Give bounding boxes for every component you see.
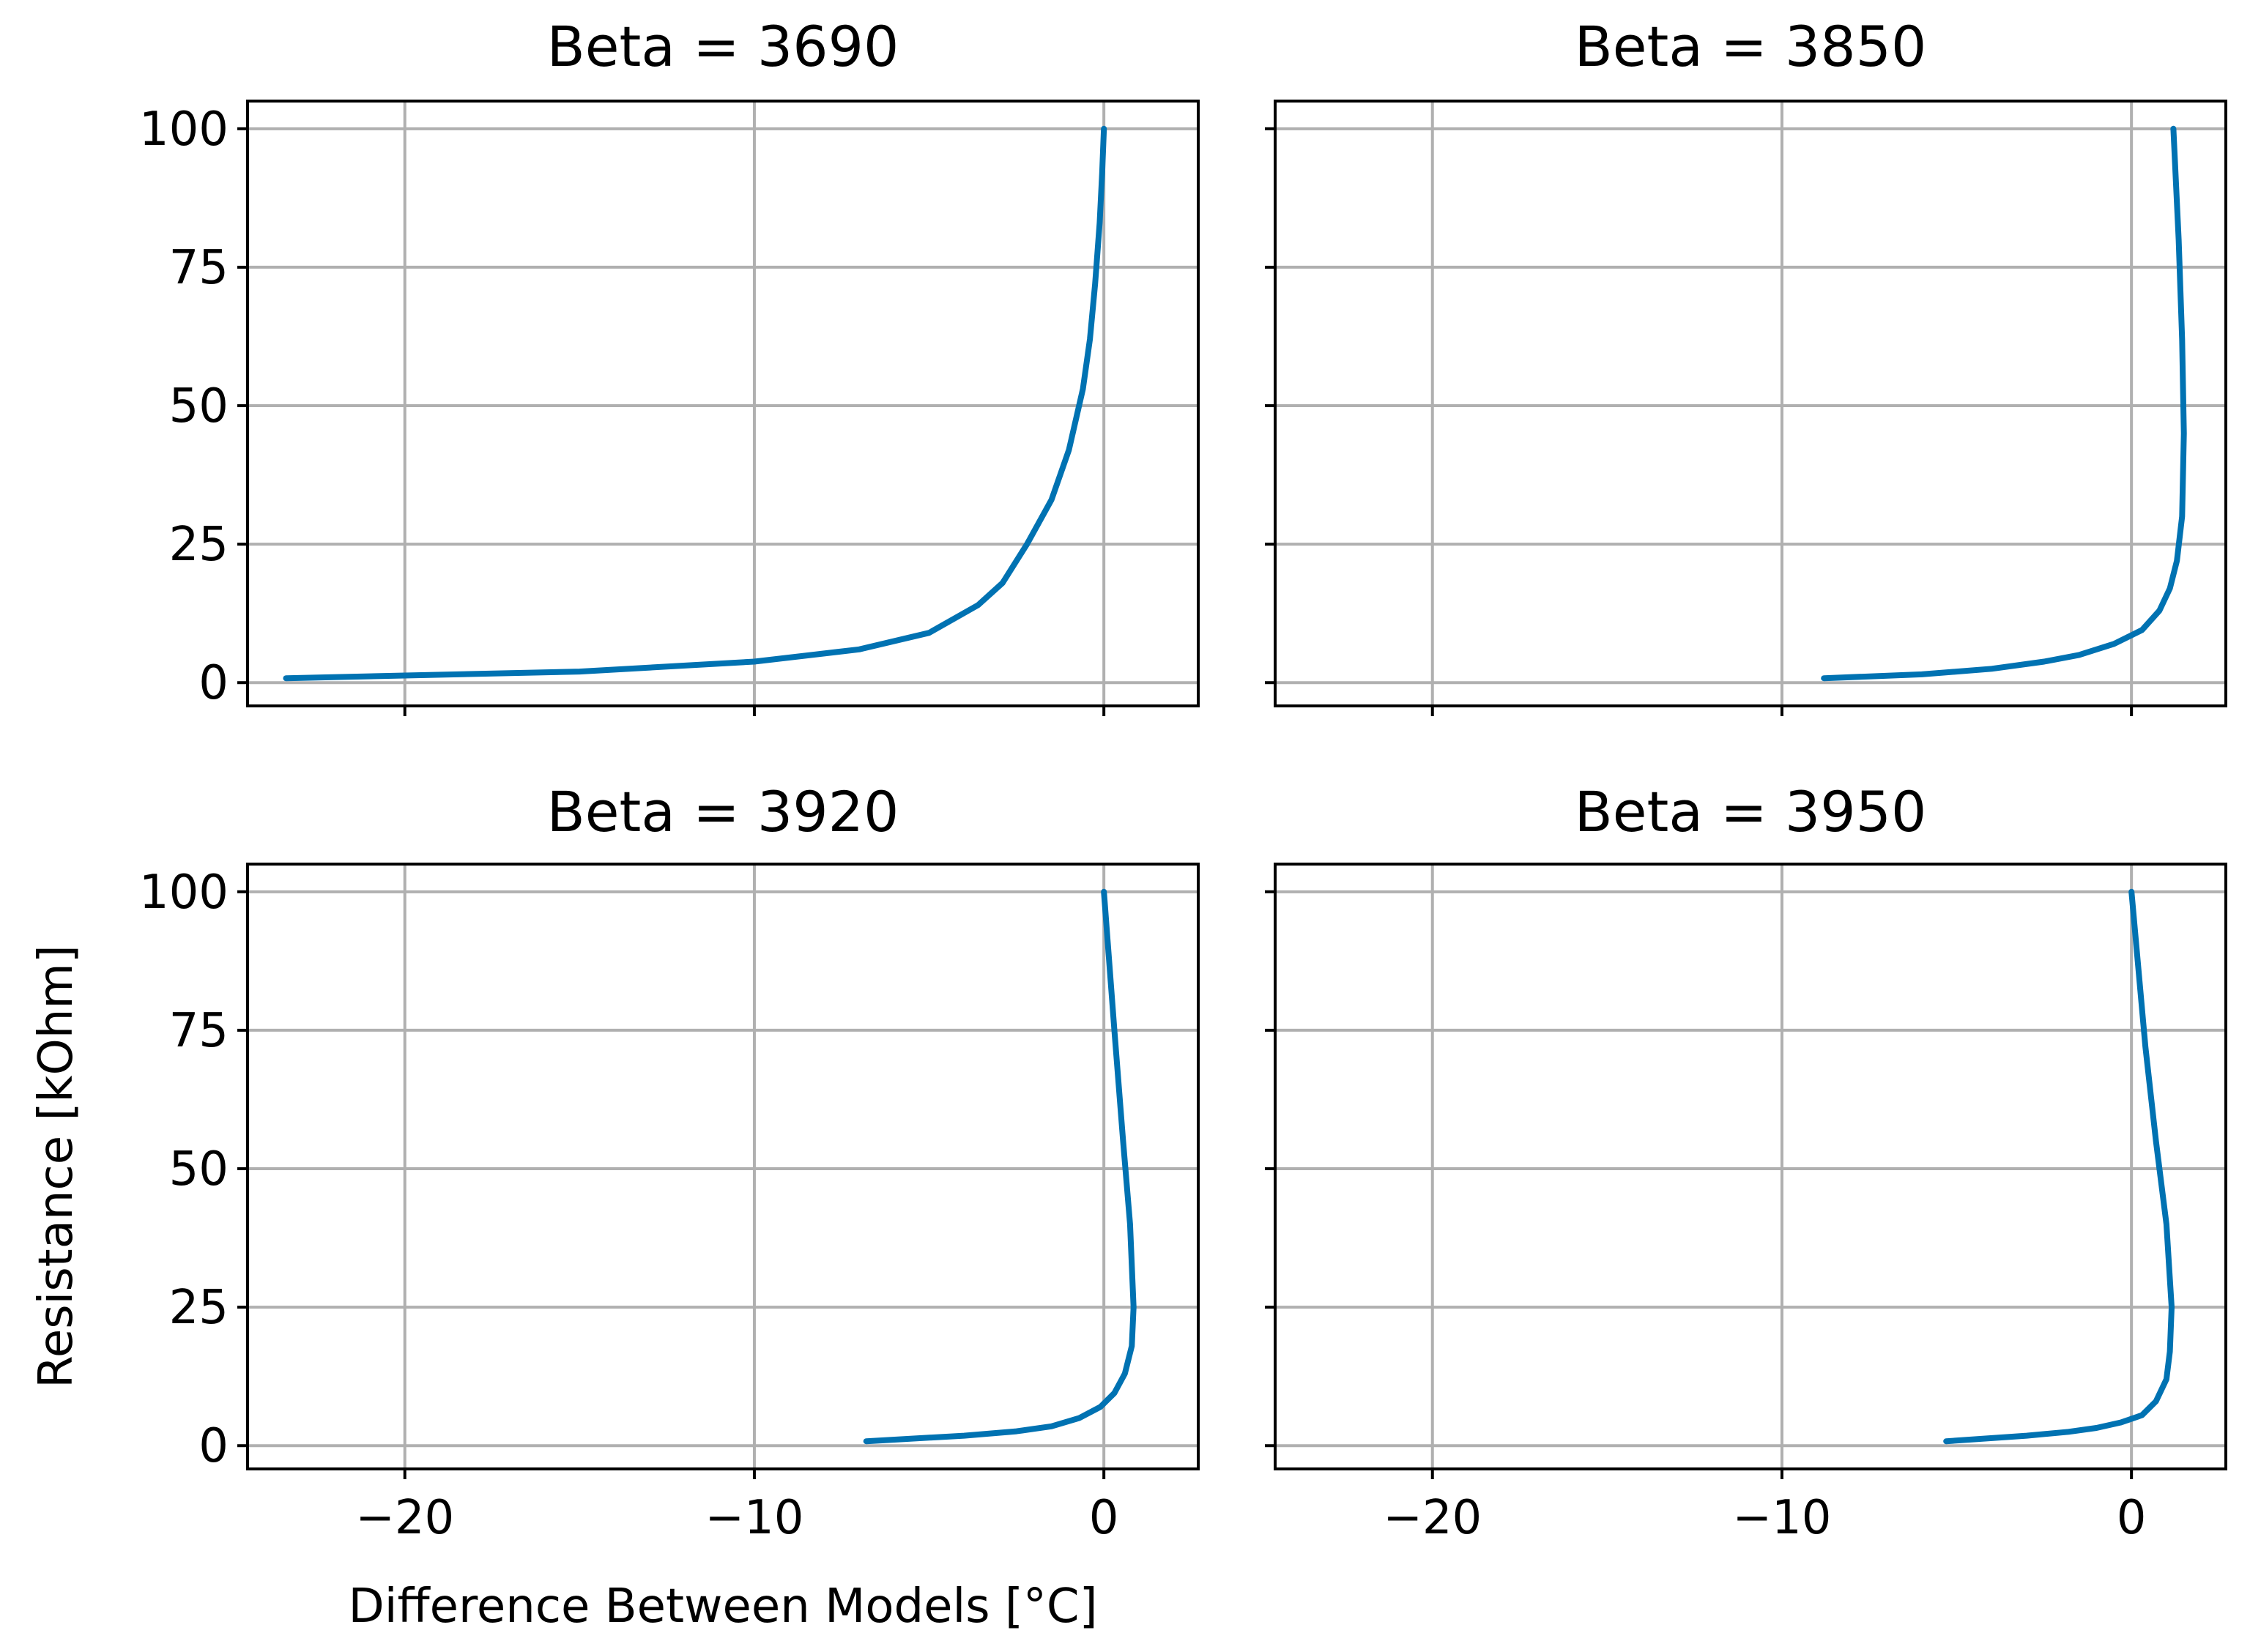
series-line (1943, 888, 2175, 1445)
x-tick-label: 0 (2117, 1491, 2147, 1545)
x-axis-label: Difference Between Models [°C] (348, 1580, 1097, 1634)
y-tick-label: 0 (198, 1419, 229, 1473)
series-line (1821, 125, 2187, 682)
subplot-beta-3920: −20 −10 0 0 25 50 75 100 Beta = 3920 (139, 779, 1200, 1545)
x-tick-label: −20 (355, 1491, 454, 1545)
y-tick-label: 75 (169, 1004, 229, 1058)
y-tick-label: 75 (169, 241, 229, 295)
y-tick-label: 0 (198, 656, 229, 710)
y-tick-label: 100 (139, 866, 229, 920)
x-tick-label: 0 (1089, 1491, 1119, 1545)
panel-title: Beta = 3950 (1575, 779, 1927, 844)
plot-area-frame (246, 863, 1200, 1470)
y-tick-label: 50 (169, 1142, 229, 1197)
subplot-beta-3690: 0 25 50 75 100 Beta = 3690 (139, 14, 1200, 716)
plot-area-frame (1274, 863, 2227, 1470)
panel-title: Beta = 3850 (1575, 14, 1927, 79)
x-tick-label: −10 (1732, 1491, 1831, 1545)
y-tick-label: 25 (169, 1281, 229, 1335)
y-tick-label: 100 (139, 103, 229, 157)
panel-title: Beta = 3920 (547, 779, 899, 844)
series-line (283, 125, 1107, 682)
plot-area-frame (1274, 100, 2227, 707)
subplot-beta-3850: Beta = 3850 (1265, 14, 2227, 716)
y-axis-label: Resistance [kOhm] (29, 945, 83, 1388)
plot-area-frame (246, 100, 1200, 707)
x-tick-label: −20 (1383, 1491, 1482, 1545)
series-line (863, 888, 1137, 1445)
panel-title: Beta = 3690 (547, 14, 899, 79)
y-tick-label: 25 (169, 518, 229, 572)
y-tick-label: 50 (169, 379, 229, 434)
subplot-beta-3950: −20 −10 0 Beta = 3950 (1265, 779, 2227, 1545)
x-tick-label: −10 (705, 1491, 803, 1545)
